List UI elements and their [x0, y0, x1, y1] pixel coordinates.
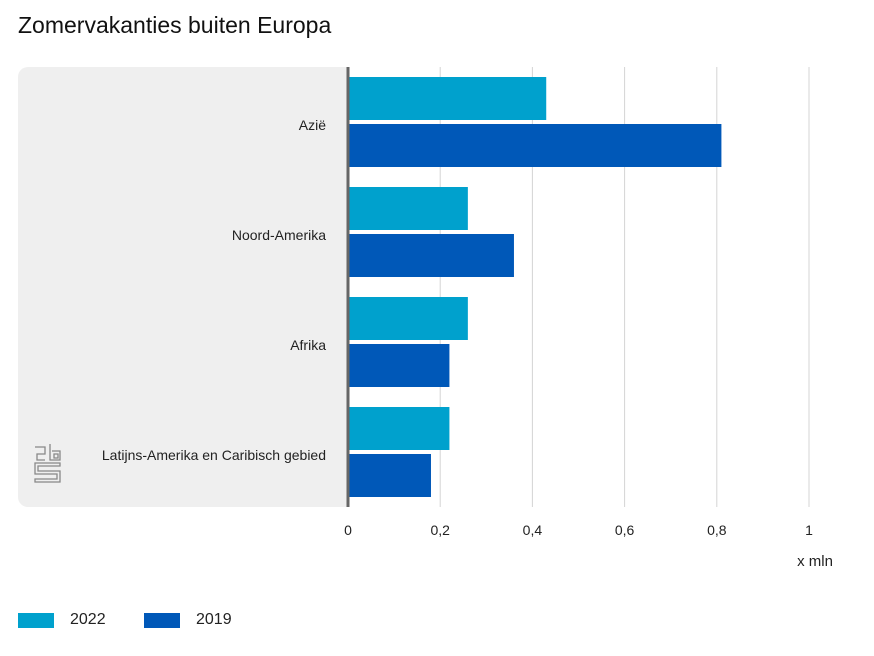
legend-label: 2022 — [70, 611, 106, 628]
category-label: Noord-Amerika — [232, 227, 326, 243]
legend-swatch — [18, 612, 54, 628]
x-tick-label: 0,2 — [430, 522, 450, 538]
bar-2022 — [348, 297, 468, 340]
bar-2022 — [348, 187, 468, 230]
x-axis-label: x mln — [797, 553, 833, 570]
x-tick-label: 1 — [805, 522, 813, 538]
x-tick-label: 0,6 — [615, 522, 635, 538]
bar-2019 — [348, 124, 722, 167]
label-panel — [18, 67, 358, 507]
category-label: Latijns-Amerika en Caribisch gebied — [102, 447, 326, 463]
legend-item-2019: 2019 — [144, 611, 232, 629]
chart-title: Zomervakanties buiten Europa — [18, 12, 332, 38]
x-tick-label: 0 — [344, 522, 352, 538]
category-label: Afrika — [290, 337, 326, 353]
bar-2019 — [348, 344, 450, 387]
bar-2019 — [348, 234, 514, 277]
x-tick-label: 0,8 — [707, 522, 727, 538]
legend-item-2022: 2022 — [18, 611, 106, 629]
legend-swatch — [144, 612, 180, 628]
x-tick-label: 0,4 — [523, 522, 543, 538]
bar-2019 — [348, 454, 431, 497]
category-label: Azië — [299, 117, 326, 133]
cbs-logo-icon — [34, 444, 61, 483]
bar-2022 — [348, 407, 450, 450]
legend-label: 2019 — [196, 611, 232, 628]
bar-2022 — [348, 77, 547, 120]
